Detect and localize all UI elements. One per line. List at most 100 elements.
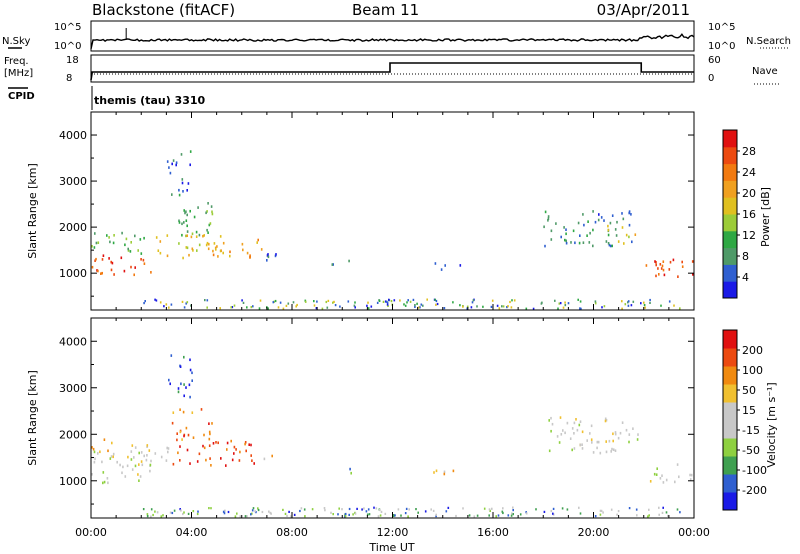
range-cell xyxy=(263,457,266,461)
range-cell xyxy=(120,256,123,260)
range-cell xyxy=(126,464,129,468)
range-cell xyxy=(674,480,676,484)
range-cell xyxy=(175,163,177,167)
range-cell xyxy=(550,238,553,241)
range-cell xyxy=(113,273,115,276)
range-cell xyxy=(579,307,581,310)
range-cell xyxy=(692,273,694,276)
range-cell xyxy=(94,259,96,262)
range-cell xyxy=(323,507,326,510)
range-cell xyxy=(668,300,671,303)
x-tick-label: 00:00 xyxy=(75,526,107,539)
x-tick-label: 16:00 xyxy=(477,526,509,539)
range-cell xyxy=(129,250,132,253)
range-cell xyxy=(459,304,461,307)
range-cell xyxy=(649,298,651,302)
range-cell xyxy=(219,307,221,310)
range-cell xyxy=(432,509,435,512)
range-cell xyxy=(146,454,148,457)
range-cell xyxy=(93,246,96,249)
velocity-colorbar-label: Velocity [m s⁻¹] xyxy=(765,382,778,467)
y-tick-label: 1000 xyxy=(59,267,87,280)
range-cell xyxy=(473,515,476,518)
range-cell xyxy=(655,473,658,476)
range-cell xyxy=(563,226,565,229)
range-cell xyxy=(103,480,106,484)
range-cell xyxy=(299,509,301,513)
range-cell xyxy=(419,306,421,309)
range-cell xyxy=(661,474,663,477)
range-cell xyxy=(614,432,617,436)
range-cell xyxy=(550,509,553,513)
range-cell xyxy=(313,300,315,303)
range-cell xyxy=(444,264,446,267)
range-cell xyxy=(435,469,438,473)
range-cell xyxy=(587,220,589,223)
range-cell xyxy=(110,455,113,458)
range-cell xyxy=(612,432,614,436)
range-cell xyxy=(211,212,214,216)
range-cell xyxy=(590,438,593,441)
range-cell xyxy=(253,462,255,465)
range-cell xyxy=(621,300,623,303)
colorbar-segment xyxy=(723,456,737,475)
range-cell xyxy=(356,507,358,510)
range-cell xyxy=(435,303,437,306)
frequency-line xyxy=(90,62,694,81)
range-cell xyxy=(662,260,665,263)
range-cell xyxy=(186,234,188,237)
range-cell xyxy=(208,507,210,510)
range-cell xyxy=(497,514,500,517)
range-cell xyxy=(142,258,145,262)
range-cell xyxy=(608,439,611,443)
range-cell xyxy=(180,509,182,512)
range-cell xyxy=(594,220,597,224)
range-cell xyxy=(330,511,332,514)
range-cell xyxy=(547,217,550,220)
range-cell xyxy=(679,511,681,514)
range-cell xyxy=(140,252,143,255)
n-sky-line xyxy=(90,33,695,50)
range-cell xyxy=(570,241,572,244)
range-cell xyxy=(440,268,443,271)
range-cell xyxy=(176,432,178,435)
y-tick-label: 3000 xyxy=(59,382,87,395)
range-cell xyxy=(601,306,603,309)
range-cell xyxy=(321,307,324,310)
range-cell xyxy=(678,475,680,479)
colorbar-segment xyxy=(723,146,737,165)
range-cell xyxy=(462,507,464,510)
range-cell xyxy=(311,508,314,511)
range-cell xyxy=(604,417,607,421)
range-cell xyxy=(183,221,185,224)
range-cell xyxy=(655,261,657,264)
range-cell xyxy=(155,299,158,302)
range-cell xyxy=(564,431,566,435)
range-cell xyxy=(621,307,623,310)
range-cell xyxy=(177,451,179,455)
range-cell xyxy=(483,507,486,510)
range-cell xyxy=(566,508,569,511)
range-cell xyxy=(628,223,631,227)
range-cell xyxy=(605,450,608,454)
range-cell xyxy=(648,514,650,517)
range-cell xyxy=(596,440,599,444)
range-cell xyxy=(452,469,455,473)
range-cell xyxy=(169,511,172,514)
range-cell xyxy=(182,410,185,414)
range-cell xyxy=(149,469,151,473)
range-cell xyxy=(181,233,183,237)
range-cell xyxy=(234,515,237,518)
range-cell xyxy=(111,261,114,265)
range-cell xyxy=(386,303,389,306)
range-cell xyxy=(399,299,401,302)
range-cell xyxy=(663,273,666,277)
range-cell xyxy=(197,206,199,209)
range-cell xyxy=(511,512,513,515)
range-cell xyxy=(564,238,566,242)
range-cell xyxy=(242,301,245,304)
colorbar-segment xyxy=(723,474,737,493)
range-cell xyxy=(325,300,328,304)
range-cell xyxy=(565,232,567,236)
range-cell xyxy=(586,439,588,442)
